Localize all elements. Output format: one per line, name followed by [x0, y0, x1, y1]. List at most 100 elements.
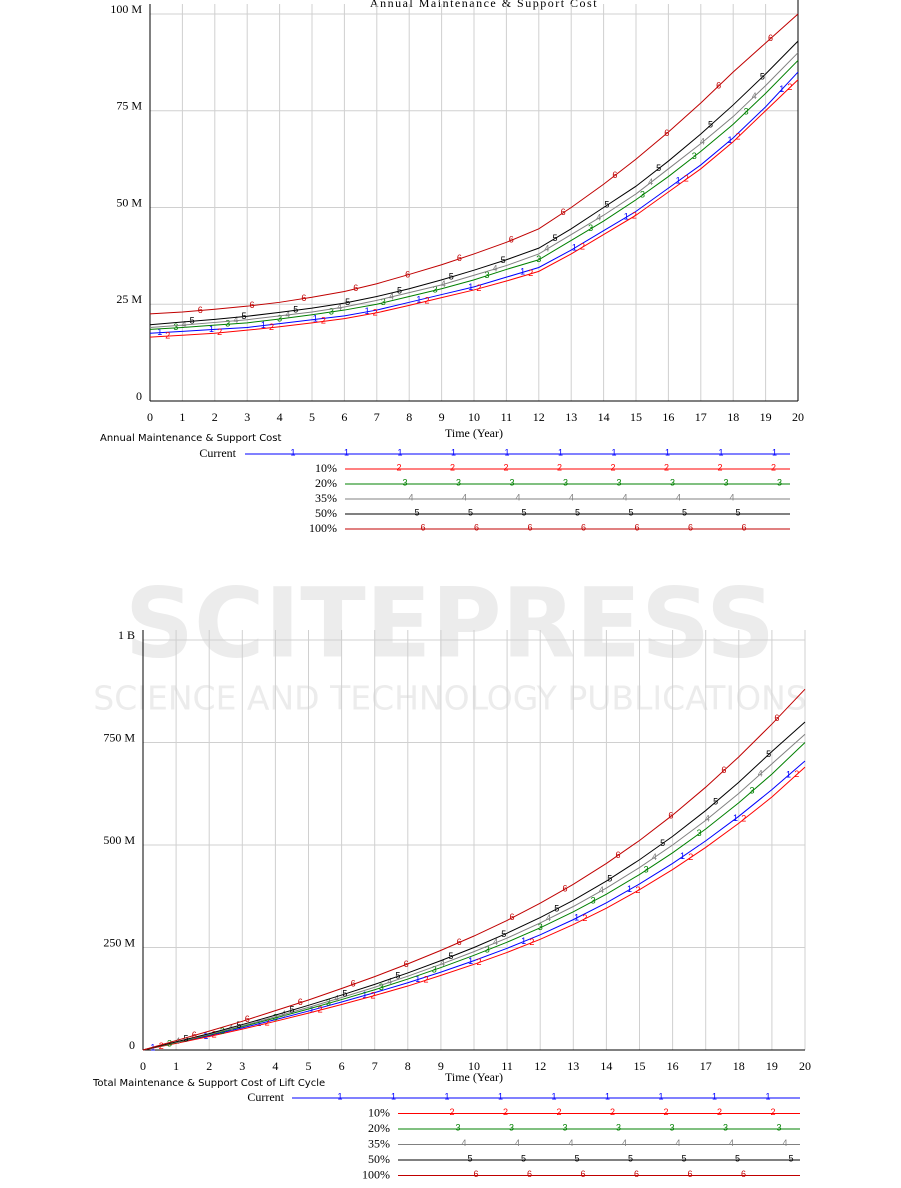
- x-tick-label: 7: [374, 410, 380, 424]
- series-line: [142, 733, 806, 1051]
- y-tick-label: 0: [136, 389, 142, 403]
- legend-marker: 1: [765, 1091, 770, 1101]
- line-marker: 1: [309, 1005, 314, 1015]
- line-marker: 2: [371, 990, 376, 1000]
- x-tick-label: 14: [600, 1059, 612, 1073]
- line-marker: 3: [697, 828, 702, 838]
- x-tick-label: 5: [306, 1059, 312, 1073]
- legend-label: 35%: [315, 491, 337, 505]
- legend-label: 10%: [368, 1105, 390, 1119]
- line-marker: 1: [256, 1018, 261, 1028]
- legend-label: 20%: [315, 476, 337, 490]
- line-marker: 2: [476, 283, 481, 293]
- line-marker: 4: [493, 937, 498, 947]
- legend-marker: 5: [575, 507, 580, 517]
- line-marker: 5: [713, 796, 718, 806]
- legend-title: Annual Maintenance & Support Cost: [100, 433, 282, 444]
- line-marker: 2: [212, 1030, 217, 1040]
- line-marker: 6: [298, 997, 303, 1007]
- series-line: [142, 688, 806, 1051]
- x-tick-label: 9: [438, 1059, 444, 1073]
- line-marker: 6: [561, 207, 566, 217]
- legend-marker: 5: [521, 1153, 526, 1163]
- x-tick-label: 12: [534, 1059, 546, 1073]
- line-marker: 3: [536, 254, 541, 264]
- x-tick-label: 20: [792, 410, 804, 424]
- line-marker: 4: [648, 177, 653, 187]
- x-tick-label: 17: [695, 410, 707, 424]
- line-marker: 4: [389, 291, 394, 301]
- legend-marker: 5: [788, 1153, 793, 1163]
- line-marker: 2: [529, 937, 534, 947]
- legend-marker: 4: [675, 1138, 680, 1148]
- y-tick-label: 750 M: [103, 730, 135, 744]
- legend-marker: 6: [580, 1169, 585, 1179]
- line-marker: 1: [209, 324, 214, 334]
- line-marker: 6: [404, 959, 409, 969]
- legend-marker: 3: [402, 477, 407, 487]
- x-tick-label: 12: [533, 410, 545, 424]
- line-marker: 3: [173, 322, 178, 332]
- series-line: [142, 766, 806, 1051]
- line-marker: 1: [521, 936, 526, 946]
- legend-marker: 2: [450, 462, 455, 472]
- line-marker: 2: [217, 327, 222, 337]
- series-line: [149, 40, 799, 326]
- legend-marker: 1: [551, 1091, 556, 1101]
- x-tick-label: 6: [341, 410, 347, 424]
- x-tick-label: 19: [760, 410, 772, 424]
- legend-marker: 5: [628, 1153, 633, 1163]
- line-marker: 5: [190, 316, 195, 326]
- line-marker: 5: [342, 988, 347, 998]
- x-tick-label: 4: [272, 1059, 278, 1073]
- legend-marker: 2: [717, 1107, 722, 1117]
- legend-marker: 1: [658, 1091, 663, 1101]
- line-marker: 2: [635, 885, 640, 895]
- legend-marker: 2: [770, 1107, 775, 1117]
- line-marker: 4: [544, 243, 549, 253]
- legend-marker: 5: [681, 1153, 686, 1163]
- x-tick-label: 17: [700, 1059, 712, 1073]
- line-marker: 4: [440, 958, 445, 968]
- legend-marker: 4: [622, 492, 627, 502]
- legend-marker: 3: [616, 1122, 621, 1132]
- x-tick-label: 19: [766, 1059, 778, 1073]
- legend-marker: 2: [396, 462, 401, 472]
- line-marker: 4: [758, 769, 763, 779]
- legend-marker: 2: [664, 462, 669, 472]
- line-marker: 3: [692, 151, 697, 161]
- legend-label: Current: [199, 446, 236, 460]
- line-marker: 5: [449, 271, 454, 281]
- y-tick-label: 75 M: [116, 99, 142, 113]
- legend-marker: 6: [527, 522, 532, 532]
- legend-marker: 3: [723, 477, 728, 487]
- line-marker: 2: [318, 1004, 323, 1014]
- legend-title: Total Maintenance & Support Cost of Lift…: [92, 1078, 325, 1089]
- line-marker: 3: [277, 313, 282, 323]
- line-marker: 6: [245, 1014, 250, 1024]
- y-tick-label: 500 M: [103, 833, 135, 847]
- line-marker: 4: [700, 137, 705, 147]
- line-marker: 1: [680, 851, 685, 861]
- line-marker: 2: [265, 1018, 270, 1028]
- x-tick-label: 15: [634, 1059, 646, 1073]
- line-marker: 6: [509, 235, 514, 245]
- line-marker: 5: [448, 951, 453, 961]
- line-marker: 3: [744, 106, 749, 116]
- series-line: [149, 52, 799, 328]
- legend-label: 50%: [368, 1152, 390, 1166]
- legend-marker: 3: [723, 1122, 728, 1132]
- legend-marker: 6: [420, 522, 425, 532]
- line-marker: 3: [433, 285, 438, 295]
- legend-marker: 5: [521, 507, 526, 517]
- legend-label: 20%: [368, 1121, 390, 1135]
- line-marker: 6: [457, 937, 462, 947]
- legend-marker: 2: [663, 1107, 668, 1117]
- legend-marker: 3: [509, 477, 514, 487]
- line-marker: 5: [241, 311, 246, 321]
- x-tick-label: 4: [277, 410, 283, 424]
- legend-marker: 3: [563, 477, 568, 487]
- legend-marker: 1: [712, 1091, 717, 1101]
- line-marker: 2: [632, 211, 637, 221]
